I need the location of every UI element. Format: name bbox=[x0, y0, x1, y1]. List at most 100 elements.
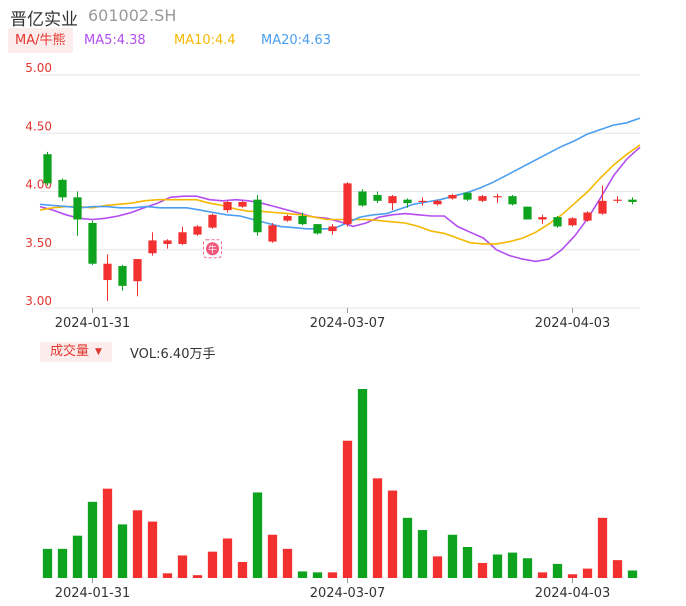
date-tick-label: 2024-01-31 bbox=[55, 586, 131, 601]
candle-body bbox=[583, 212, 592, 221]
volume-bar bbox=[342, 440, 353, 578]
candle-body bbox=[118, 266, 127, 286]
candle-body bbox=[193, 226, 202, 235]
price-tick-label: 4.50 bbox=[25, 119, 52, 133]
candle-body bbox=[478, 196, 487, 201]
volume-bar bbox=[267, 534, 278, 578]
volume-bar bbox=[552, 563, 563, 578]
candle-body bbox=[313, 224, 322, 234]
volume-bar bbox=[387, 490, 398, 578]
date-tick-label: 2024-04-03 bbox=[535, 316, 611, 331]
volume-bar bbox=[537, 572, 548, 578]
candle-body bbox=[268, 225, 277, 242]
candle-body bbox=[568, 218, 577, 226]
volume-bar bbox=[237, 562, 248, 578]
volume-bar bbox=[42, 548, 53, 578]
candle-body bbox=[538, 217, 547, 220]
candle-body bbox=[283, 215, 292, 221]
candle-body bbox=[148, 240, 157, 254]
volume-bar bbox=[372, 478, 383, 578]
candle-body bbox=[598, 200, 607, 214]
volume-bar bbox=[147, 521, 158, 578]
candle-body bbox=[163, 240, 172, 244]
ma5-legend: MA5:4.38 bbox=[84, 33, 146, 48]
volume-bar bbox=[627, 570, 638, 578]
candle-body bbox=[223, 201, 232, 211]
ma10-legend: MA10:4.4 bbox=[174, 33, 236, 48]
candle-body bbox=[73, 197, 82, 220]
volume-bar bbox=[207, 551, 218, 578]
candle-body bbox=[433, 200, 442, 205]
candle-body bbox=[493, 196, 502, 198]
volume-bar bbox=[177, 555, 188, 578]
volume-bar bbox=[327, 572, 338, 578]
volume-bar bbox=[282, 548, 293, 578]
volume-bar bbox=[432, 556, 443, 578]
candle-body bbox=[328, 226, 337, 232]
candle-body bbox=[448, 194, 457, 199]
volume-bar bbox=[567, 574, 578, 578]
bull-marker-label: 牛 bbox=[208, 243, 217, 255]
candle-body bbox=[373, 194, 382, 201]
ma20-legend: MA20:4.63 bbox=[261, 33, 331, 48]
volume-bar bbox=[117, 524, 128, 578]
candle-body bbox=[43, 154, 52, 184]
ma-indicator-toggle[interactable]: MA/牛熊 bbox=[8, 28, 73, 53]
ma5-line bbox=[39, 146, 641, 263]
volume-bar bbox=[357, 389, 368, 578]
ma10-line bbox=[39, 144, 641, 245]
candle-body bbox=[343, 183, 352, 225]
volume-bar bbox=[492, 554, 503, 578]
volume-bar bbox=[72, 535, 83, 578]
volume-bar bbox=[312, 572, 323, 578]
volume-bar bbox=[522, 558, 533, 578]
candle-body bbox=[178, 232, 187, 244]
price-tick-label: 5.00 bbox=[25, 61, 52, 75]
stock-code: 601002.SH bbox=[88, 6, 177, 25]
volume-bar bbox=[252, 492, 263, 578]
volume-bar bbox=[507, 552, 518, 578]
volume-bar bbox=[477, 562, 488, 578]
candle-body bbox=[253, 199, 262, 233]
volume-bar bbox=[192, 575, 203, 578]
volume-bar bbox=[102, 488, 113, 578]
candle-body bbox=[238, 201, 247, 207]
candle-body bbox=[208, 214, 217, 228]
volume-bar bbox=[297, 571, 308, 578]
candle-body bbox=[388, 196, 397, 204]
volume-bar bbox=[447, 534, 458, 578]
stock-name: 晋亿实业 bbox=[10, 10, 78, 30]
volume-bar bbox=[417, 530, 428, 578]
volume-bar bbox=[87, 501, 98, 578]
volume-bar bbox=[57, 548, 68, 578]
candle-body bbox=[508, 196, 517, 205]
volume-bar bbox=[402, 517, 413, 578]
date-tick-label: 2024-04-03 bbox=[535, 586, 611, 601]
candle-body bbox=[628, 199, 637, 202]
bull-marker-icon bbox=[206, 242, 219, 256]
candle-body bbox=[103, 263, 112, 281]
volume-bar bbox=[612, 560, 623, 578]
date-tick-label: 2024-01-31 bbox=[55, 316, 131, 331]
candle-body bbox=[133, 259, 142, 282]
candle-body bbox=[88, 222, 97, 264]
volume-bar bbox=[582, 568, 593, 578]
candle-body bbox=[58, 179, 67, 198]
candle-body bbox=[463, 192, 472, 200]
candle-body bbox=[553, 217, 562, 227]
candle-body bbox=[613, 199, 622, 201]
volume-value: VOL:6.40万手 bbox=[130, 347, 216, 362]
volume-indicator-toggle[interactable]: 成交量 ▼ bbox=[40, 342, 112, 362]
candle-body bbox=[298, 215, 307, 225]
volume-toggle-label: 成交量 bbox=[50, 344, 90, 359]
price-tick-label: 3.50 bbox=[25, 236, 52, 250]
candle-body bbox=[418, 200, 427, 203]
candle-body bbox=[403, 199, 412, 204]
volume-bar bbox=[222, 538, 233, 578]
date-tick-label: 2024-03-07 bbox=[310, 316, 386, 331]
volume-bar bbox=[462, 546, 473, 578]
volume-bar bbox=[132, 510, 143, 578]
volume-bar bbox=[597, 517, 608, 578]
